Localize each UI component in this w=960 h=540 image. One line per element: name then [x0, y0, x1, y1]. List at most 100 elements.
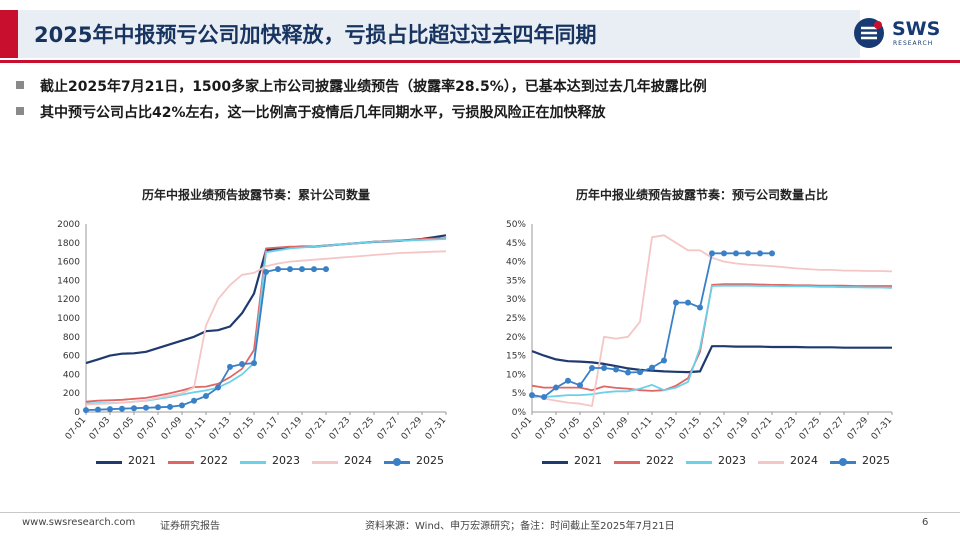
x-tick-label: 07-17 [702, 416, 726, 442]
series-line-2024 [531, 234, 893, 407]
x-tick-label: 07-11 [630, 416, 654, 442]
data-point-2025 [239, 361, 245, 368]
data-point-2025 [577, 382, 583, 389]
x-tick-label: 07-01 [510, 416, 534, 442]
x-tick-label: 07-31 [870, 416, 894, 442]
page-title: 2025年中报预亏公司加快释放，亏损占比超过过去四年同期 [34, 23, 597, 47]
footer-source-note: 资料来源：Wind、申万宏源研究；备注：时间截止至2025年7月21日 [365, 521, 675, 532]
y-tick-label: 1400 [57, 276, 80, 286]
data-point-2025 [565, 377, 571, 384]
logo-subtext: RESEARCH [893, 40, 934, 47]
footer-website[interactable]: www.swsresearch.com [22, 517, 136, 528]
data-point-2025 [179, 402, 185, 409]
data-point-2025 [613, 366, 619, 373]
legend-label: 2025 [416, 454, 444, 467]
loss-ratio-chart: 历年中报业绩预告披露节奏：预亏公司数量占比 0% 5% 10% 15% 20% 25% 30… [482, 186, 922, 476]
header-divider [0, 60, 960, 63]
x-tick-label: 07-25 [798, 416, 822, 442]
legend-swatch-icon [168, 461, 194, 464]
x-tick-label: 07-09 [606, 415, 631, 442]
bullet-list: 截止2025年7月21日，1500多家上市公司披露业绩预告（披露率28.5%），… [12, 76, 942, 128]
legend-swatch-icon [312, 461, 338, 464]
footer-divider [0, 512, 960, 513]
data-point-2025 [709, 250, 715, 257]
x-tick-label: 07-13 [208, 416, 232, 442]
header-bar: 2025年中报预亏公司加快释放，亏损占比超过过去四年同期 [0, 0, 960, 66]
x-tick-label: 07-03 [88, 416, 112, 442]
series-line-2022 [85, 237, 447, 403]
data-point-2025 [685, 299, 691, 306]
legend-marker-icon [393, 458, 401, 466]
y-tick-label: 1800 [57, 239, 80, 249]
data-point-2025 [95, 406, 101, 413]
y-tick-label: 1000 [57, 314, 80, 324]
data-point-2025 [553, 384, 559, 391]
legend-swatch-icon [240, 461, 266, 464]
legend-label: 2024 [790, 454, 818, 467]
chart-title: 历年中报业绩预告披露节奏：累计公司数量 [141, 188, 370, 202]
data-point-2025 [203, 393, 209, 400]
series-line-2021 [531, 345, 892, 374]
x-tick-label: 07-27 [376, 416, 400, 442]
bullet-text: 截止2025年7月21日，1500多家上市公司披露业绩预告（披露率28.5%），… [40, 79, 707, 95]
bullet-square-icon [16, 81, 24, 89]
footer-report-type: 证券研究报告 [160, 521, 220, 532]
legend-swatch-icon [686, 461, 712, 464]
bullet-item: 截止2025年7月21日，1500多家上市公司披露业绩预告（披露率28.5%），… [12, 76, 942, 102]
data-point-2025 [649, 364, 655, 371]
legend-swatch-icon [758, 461, 784, 464]
title-band [0, 10, 860, 58]
x-tick-label: 07-05 [112, 416, 136, 442]
data-point-2025 [769, 250, 775, 257]
bullet-text: 其中预亏公司占比42%左右，这一比例高于疫情后几年同期水平，亏损股风险正在加快释… [40, 105, 606, 121]
y-tick-label: 5% [512, 389, 527, 399]
data-point-2025 [733, 250, 739, 257]
legend-label: 2023 [718, 454, 746, 467]
x-tick-label: 07-23 [328, 416, 352, 442]
loss-ratio-plot: 0%5%10%15%20%25%30%35%40%45%50%07-01 07-0… [506, 220, 894, 442]
series-line-2025 [531, 252, 772, 398]
y-tick-label: 15% [506, 352, 526, 362]
data-point-2025 [541, 393, 547, 400]
data-point-2025 [757, 250, 763, 257]
x-tick-label: 07-09 [160, 415, 185, 442]
chart-title: 历年中报业绩预告披露节奏：预亏公司数量占比 [575, 188, 828, 202]
y-tick-label: 2000 [57, 220, 80, 230]
x-tick-label: 07-03 [534, 416, 558, 442]
data-point-2025 [215, 384, 221, 391]
x-tick-label: 07-07 [582, 416, 606, 442]
data-point-2025 [83, 407, 89, 414]
page-number: 6 [922, 517, 929, 528]
data-point-2025 [673, 299, 679, 306]
sws-logo-icon [854, 18, 884, 48]
y-tick-label: 0% [512, 408, 527, 418]
legend-swatch-icon [542, 461, 568, 464]
x-tick-label: 07-29 [846, 415, 871, 442]
data-point-2025 [299, 266, 305, 273]
series-line-2022 [531, 283, 892, 392]
data-point-2025 [745, 250, 751, 257]
y-tick-label: 25% [506, 314, 526, 324]
data-point-2025 [227, 363, 233, 370]
data-point-2025 [251, 360, 257, 367]
y-tick-label: 0 [74, 408, 80, 418]
data-point-2025 [131, 405, 137, 412]
legend-swatch-icon [614, 461, 640, 464]
series-line-2025 [85, 268, 326, 411]
data-point-2025 [661, 357, 667, 364]
x-tick-label: 07-21 [304, 416, 328, 442]
data-point-2025 [721, 250, 727, 257]
x-tick-label: 07-15 [232, 416, 256, 442]
data-point-2025 [275, 266, 281, 273]
legend-label: 2023 [272, 454, 300, 467]
x-tick-label: 07-31 [424, 416, 448, 442]
bullet-square-icon [16, 107, 24, 115]
sws-logo: SWS RESEARCH [852, 16, 948, 50]
x-tick-label: 07-01 [64, 416, 88, 442]
legend-label: 2021 [574, 454, 602, 467]
x-tick-label: 07-15 [678, 416, 702, 442]
chart-legend: 2021 2022 2023 2024 2025 [542, 454, 902, 470]
data-point-2025 [143, 404, 149, 411]
y-tick-label: 1600 [57, 258, 80, 268]
data-point-2025 [191, 397, 197, 404]
